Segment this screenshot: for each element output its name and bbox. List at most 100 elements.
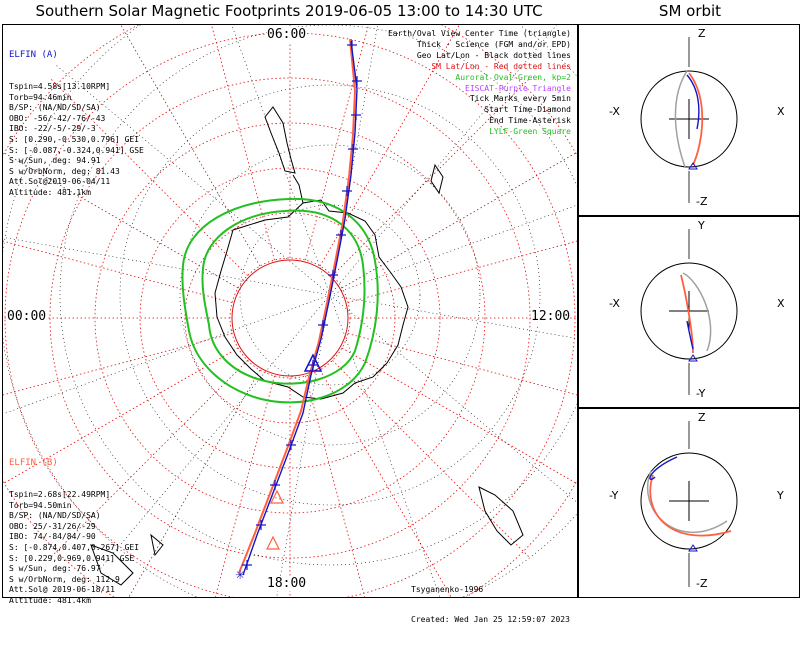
sm-lon-line [3, 347, 239, 485]
geo-lon-line [329, 204, 577, 296]
info-line: Att.Sol@ 2019-06-18/11 [9, 585, 115, 595]
elfin-b-orbit [688, 72, 704, 166]
created-timestamp: Created: Wed Jan 25 12:59:07 2023 [411, 615, 570, 624]
footprint-map-panel: ✳ ELFIN (A) Tspin=4.58s[13.10RPM] Torb=94… [2, 24, 578, 624]
sm-orbit-title: SM orbit [658, 2, 722, 20]
info-line: IBO: -22/-5/-29/-3 [9, 124, 96, 134]
elfin-a-orbit [686, 320, 694, 350]
elfin-a-track [242, 40, 358, 576]
geo-lon-line [3, 294, 331, 415]
legend-entry: EISCAT-Purple Triangle [465, 83, 571, 93]
geo-lat-circle [239, 204, 421, 386]
geo-lon-line [231, 25, 331, 296]
info-line: Att.Sol@2019-06-04/11 [9, 177, 111, 187]
legend-entry: Start Time-Diamond [484, 105, 571, 115]
geo-lon-line [329, 25, 557, 296]
sm-lon-line [211, 25, 275, 261]
legend-entry: LYLF-Green Square [489, 127, 571, 137]
model-name: Tsyganenko-1996 [411, 585, 484, 594]
footprint-map: ✳ [3, 25, 577, 597]
elfin-a-label: ELFIN (A) [9, 50, 58, 61]
orbit-gray-path [646, 470, 728, 534]
sm-lon-line [319, 25, 460, 267]
sm-lon-line [3, 151, 239, 289]
geo-lon-line [329, 294, 441, 597]
africa-coastline [478, 486, 524, 546]
sm-inner-circle [231, 259, 349, 377]
sm-lon-line [120, 25, 261, 267]
view-center-triangle-b [270, 489, 284, 504]
info-line: S w/OrbNorm, deg: 112.9 [9, 574, 120, 584]
sm-orbit-xy-plot [640, 229, 738, 395]
info-line: IBO: 74/-84/84/-90 [9, 532, 96, 542]
geo-lat-circle [179, 144, 481, 446]
info-line: Altitude: 481.1km [9, 187, 91, 197]
axis-label-right: Y [777, 489, 784, 502]
legend: Earth/Oval View Center Time (triangle) Th… [388, 29, 571, 138]
sm-lon-line [305, 375, 366, 597]
info-line: S w/Sun, deg: 94.91 [9, 156, 101, 166]
sm-lon-line [341, 151, 577, 289]
axis-label-top: Z [698, 27, 706, 40]
sm-panel-xy: Y -Y -X X [578, 216, 800, 408]
legend-entry: End Time-Asterisk [489, 116, 571, 126]
info-line: S w/OrbNorm, deg: 81.43 [9, 166, 120, 176]
legend-entry: Thick - Science (FGM and/or EPD) [416, 39, 571, 49]
geo-lon-line [329, 294, 577, 339]
axis-label-left: -X [609, 105, 620, 118]
view-center-triangle-b [266, 535, 280, 550]
info-line: Tspin=4.58s[13.10RPM] [9, 81, 111, 91]
sm-orbit-yz-plot [640, 421, 738, 587]
sm-lon-line [347, 240, 577, 303]
sm-lon-line [319, 369, 452, 597]
sm-lon-line [214, 375, 275, 597]
info-line: Altitude: 481.4km [9, 595, 91, 605]
sm-lat-circle [94, 122, 486, 514]
sm-lon-line [347, 333, 577, 396]
sm-lon-line [332, 77, 531, 276]
sm-lon-line [49, 77, 248, 276]
legend-entry: SM Lat/Lon - Red dotted lines [431, 61, 571, 71]
elfin-b-orbit [649, 474, 732, 537]
elfin-b-params: Tspin=2.68s[22.49RPM] Torb=94.50min B/SP: … [9, 490, 139, 607]
antarctic-peninsula [292, 174, 304, 204]
orbit-gray-path [674, 70, 688, 168]
sm-lon-line [3, 333, 233, 396]
geo-lon-line [329, 294, 577, 503]
elfin-a-info: ELFIN (A) Tspin=4.58s[13.10RPM] Torb=94.4… [9, 29, 144, 220]
info-line: S: [0.229,0.969,0.941] GSE [9, 553, 135, 563]
sm-lon-line [3, 240, 233, 303]
geo-lon-line [54, 63, 331, 296]
mlt-label-right: 12:00 [531, 309, 571, 324]
axis-label-right: X [777, 297, 785, 310]
earth-outline [640, 70, 738, 168]
auroral-oval-inner [201, 209, 366, 385]
orbit-gray-path [682, 272, 712, 352]
geo-lon-line [3, 237, 331, 296]
axis-label-top: Z [698, 411, 706, 424]
info-line: B/SP: (NA/ND/SD/SA) [9, 103, 101, 113]
info-line: Torb=94.46min [9, 92, 72, 102]
info-line: S: [-0.087,-0.324,0.941] GSE [9, 145, 144, 155]
info-line: B/SP: (NA/ND/SD/SA) [9, 511, 101, 521]
island-coastline [430, 163, 444, 195]
info-line: S: [0.290,-0.530,0.796] GEI [9, 134, 140, 144]
end-asterisk: ✳ [235, 568, 245, 582]
legend-entry: Earth/Oval View Center Time (triangle) [387, 29, 571, 38]
sm-lon-line [128, 369, 261, 597]
elfin-a-params: Tspin=4.58s[13.10RPM] Torb=94.46min B/SP: … [9, 82, 144, 199]
sm-lon-line [305, 25, 369, 261]
sm-panel-xz: Z -Z -X X [578, 24, 800, 216]
legend-entry: Auroral Oval-Green, kp=2 [455, 72, 571, 82]
mlt-label-left: 00:00 [7, 309, 47, 324]
info-line: S: [-0.874,0.407,0.267] GEI [9, 542, 140, 552]
axis-label-bottom: -Z [696, 195, 708, 208]
auroral-oval-outer [181, 197, 379, 404]
axis-label-left: -Y [609, 489, 619, 502]
sm-lat-circle [139, 167, 441, 469]
plot-title: Southern Solar Magnetic Footprints 2019-… [35, 2, 543, 20]
legend-entry: Tick Marks every 5min [469, 94, 571, 104]
mlt-label-top: 06:00 [267, 27, 307, 42]
orbit-triangle-marker [688, 162, 698, 170]
elfin-b-info: ELFIN (B) Tspin=2.68s[22.49RPM] Torb=94.5… [9, 437, 139, 628]
